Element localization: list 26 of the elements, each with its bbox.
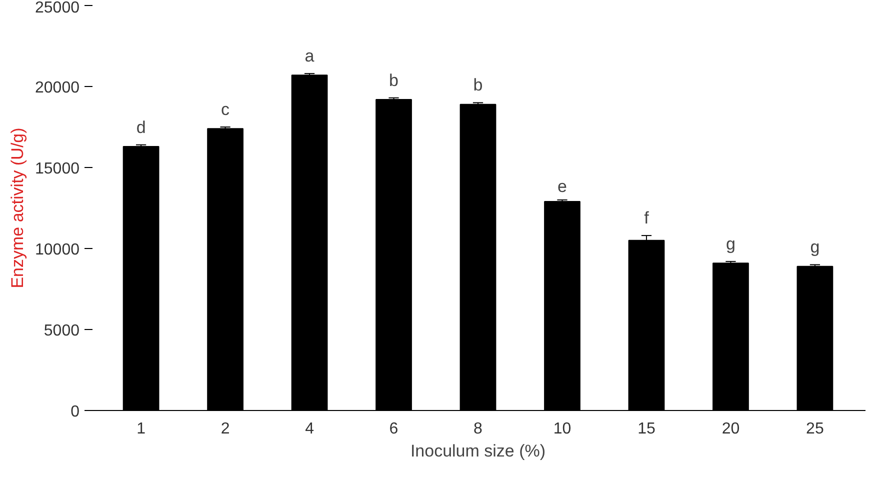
y-tick-label: 25000 bbox=[35, 0, 80, 16]
annotation: f bbox=[644, 208, 650, 228]
annotation: e bbox=[558, 176, 567, 196]
annotation: b bbox=[473, 76, 483, 95]
x-tick-label: 20 bbox=[722, 420, 740, 438]
annotation: d bbox=[136, 118, 146, 137]
y-tick-label: 20000 bbox=[35, 80, 80, 96]
x-tick-label: 25 bbox=[806, 420, 824, 438]
annotation: g bbox=[726, 234, 736, 254]
y-tick-label: 15000 bbox=[35, 160, 80, 178]
x-tick-label: 6 bbox=[389, 420, 398, 438]
x-tick-label: 4 bbox=[305, 420, 314, 438]
y-tick-label: 0 bbox=[70, 404, 80, 420]
annotation: g bbox=[810, 238, 820, 257]
annotation: c bbox=[221, 100, 230, 119]
y-tick-label: 5000 bbox=[44, 322, 80, 340]
annotation: a bbox=[304, 46, 315, 66]
x-tick-label: 1 bbox=[136, 420, 146, 438]
x-tick-label: 15 bbox=[638, 420, 656, 438]
x-tick-label: 10 bbox=[553, 420, 572, 438]
y-axis-title: Enzyme activity (U/g) bbox=[8, 128, 28, 288]
x-tick-label: 2 bbox=[220, 420, 230, 438]
x-tick-label: 8 bbox=[474, 420, 483, 438]
x-axis-title: Inoculum size (%) bbox=[410, 442, 546, 460]
y-tick-label: 10000 bbox=[35, 242, 80, 258]
annotation: b bbox=[389, 70, 398, 90]
